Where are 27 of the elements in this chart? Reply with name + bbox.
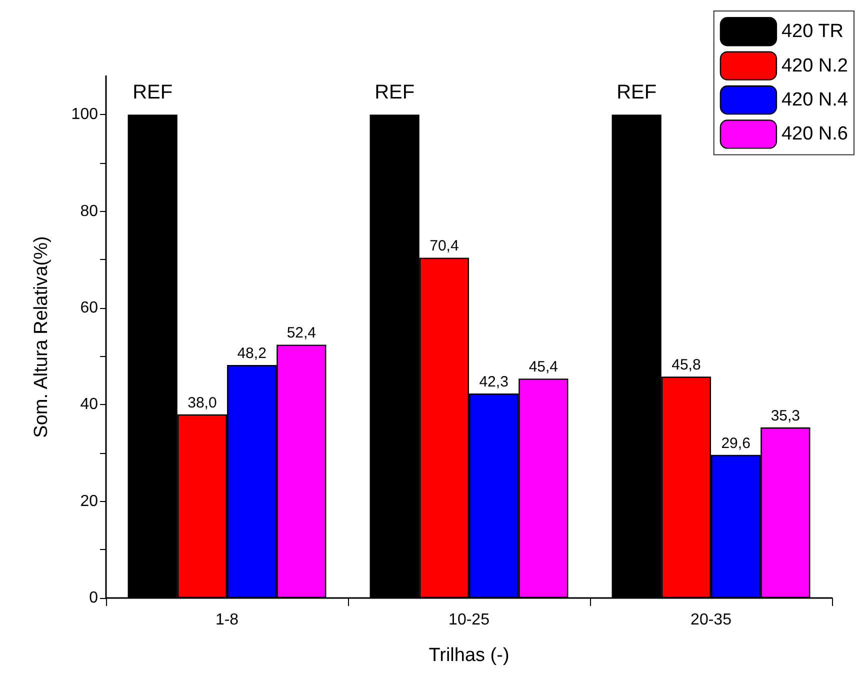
y-tick-label: 20 <box>80 492 98 510</box>
y-tick-label: 40 <box>80 396 98 414</box>
data-label: 48,2 <box>237 345 266 362</box>
data-label: REF <box>374 82 415 104</box>
data-label: 38,0 <box>188 394 217 412</box>
legend-label: 420 N.4 <box>781 90 848 110</box>
data-label: 70,4 <box>430 238 459 255</box>
data-label: REF <box>616 82 657 104</box>
y-tick-label: 100 <box>71 106 98 124</box>
data-label: 52,4 <box>286 324 316 342</box>
data-label: 42,3 <box>479 374 508 391</box>
legend-label: 420 TR <box>781 21 844 42</box>
x-axis-title: Trilhas (-) <box>428 645 510 666</box>
data-label: 35,3 <box>770 407 800 424</box>
y-tick-label: 60 <box>80 300 98 316</box>
y-tick-label: 0 <box>89 590 98 606</box>
x-tick-label: 1-8 <box>215 612 239 628</box>
y-tick-label: 80 <box>80 202 98 220</box>
x-tick-label: 10-25 <box>448 612 490 628</box>
y-axis-title: Som. Altura Relativa(%) <box>31 236 52 438</box>
legend-label: 420 N.6 <box>781 124 848 145</box>
data-label: 45,8 <box>672 356 701 374</box>
legend-label: 420 N.2 <box>781 55 848 76</box>
data-label: REF <box>132 82 173 104</box>
data-label: 29,6 <box>721 434 750 452</box>
x-tick-label: 20-35 <box>690 612 732 628</box>
data-label: 45,4 <box>528 358 558 376</box>
